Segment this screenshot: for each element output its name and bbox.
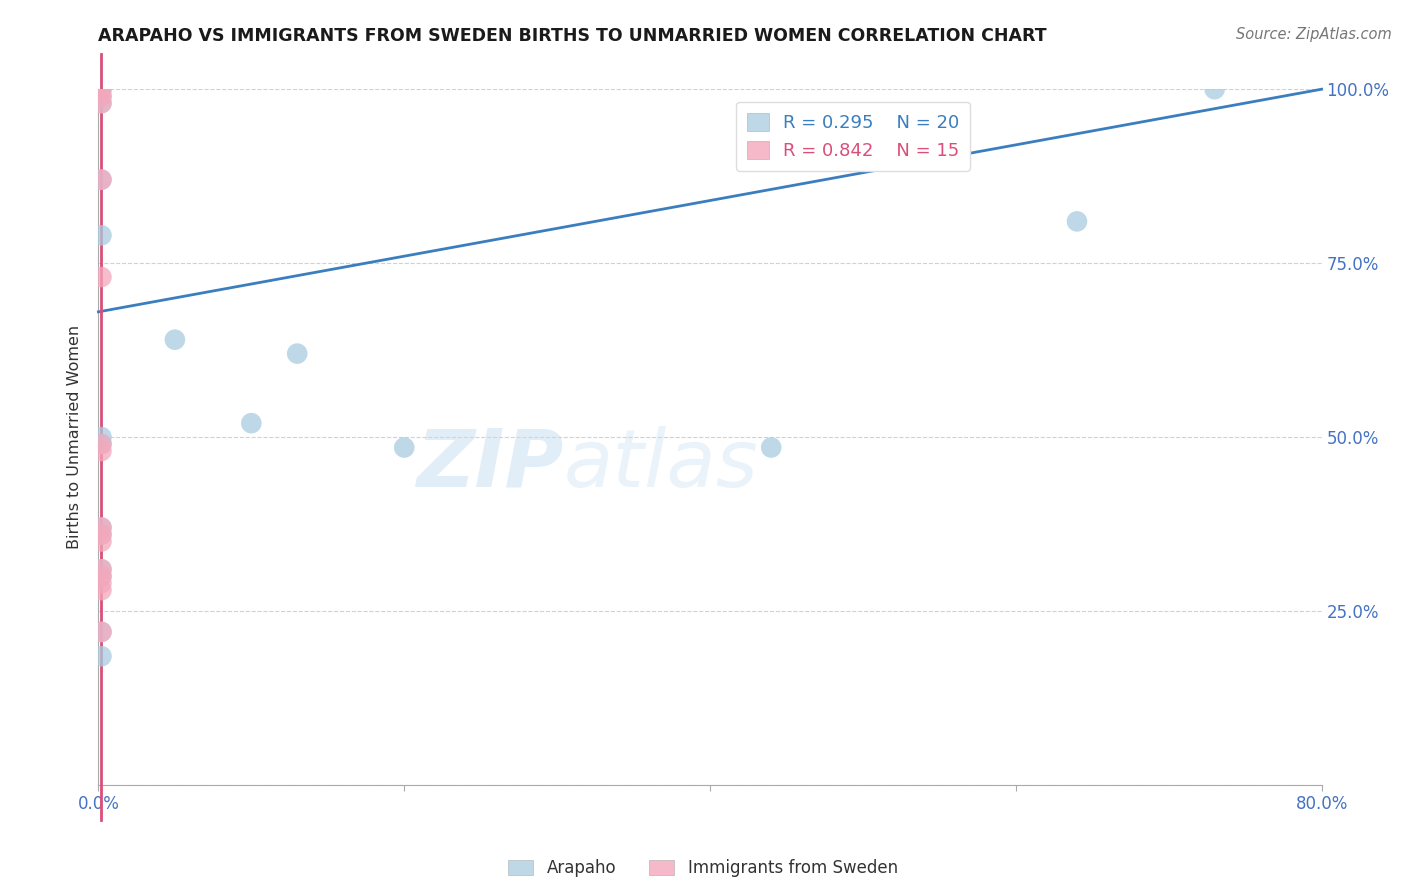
Text: atlas: atlas <box>564 425 758 504</box>
Point <box>90 430 112 444</box>
Point <box>90 437 112 451</box>
Point <box>90 562 112 576</box>
Legend: R = 0.295    N = 20, R = 0.842    N = 15: R = 0.295 N = 20, R = 0.842 N = 15 <box>737 102 970 171</box>
Point <box>1066 214 1088 228</box>
Point <box>90 444 112 458</box>
Point <box>90 82 112 96</box>
Point <box>90 89 112 103</box>
Text: Source: ZipAtlas.com: Source: ZipAtlas.com <box>1236 27 1392 42</box>
Legend: Arapaho, Immigrants from Sweden: Arapaho, Immigrants from Sweden <box>502 853 904 884</box>
Point <box>90 228 112 243</box>
Point <box>90 649 112 664</box>
Point <box>90 569 112 583</box>
Point <box>163 333 186 347</box>
Point <box>90 527 112 541</box>
Point <box>90 520 112 534</box>
Point <box>90 520 112 534</box>
Point <box>1204 82 1226 96</box>
Point <box>90 437 112 451</box>
Point <box>90 583 112 598</box>
Y-axis label: Births to Unmarried Women: Births to Unmarried Women <box>67 325 83 549</box>
Point <box>90 270 112 285</box>
Point <box>90 172 112 186</box>
Point <box>240 416 263 430</box>
Point <box>90 562 112 576</box>
Point <box>90 534 112 549</box>
Point <box>90 89 112 103</box>
Point <box>285 346 308 360</box>
Point <box>90 96 112 111</box>
Point <box>392 441 416 455</box>
Point <box>90 96 112 111</box>
Point <box>90 82 112 96</box>
Point <box>90 624 112 639</box>
Text: ARAPAHO VS IMMIGRANTS FROM SWEDEN BIRTHS TO UNMARRIED WOMEN CORRELATION CHART: ARAPAHO VS IMMIGRANTS FROM SWEDEN BIRTHS… <box>98 27 1047 45</box>
Point <box>90 527 112 541</box>
Point <box>90 172 112 186</box>
Text: ZIP: ZIP <box>416 425 564 504</box>
Point <box>90 576 112 591</box>
Point <box>759 441 782 455</box>
Point <box>90 624 112 639</box>
Point <box>90 569 112 583</box>
